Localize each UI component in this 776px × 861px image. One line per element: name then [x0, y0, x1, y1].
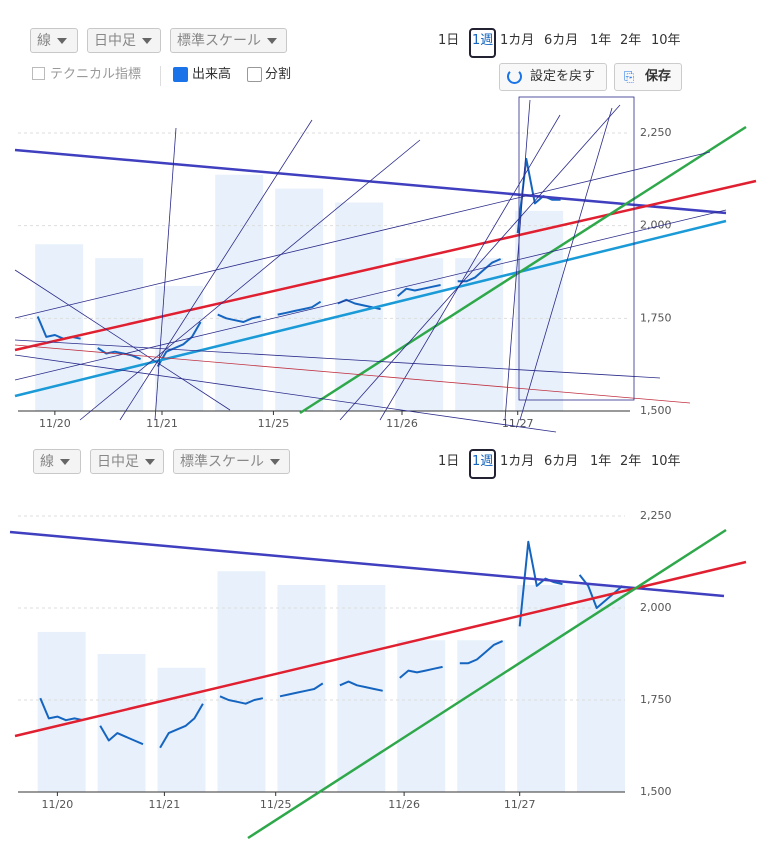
volume-bar	[277, 585, 326, 792]
trend-line	[9, 530, 725, 598]
x-tick-label: 11/21	[146, 417, 178, 430]
period-button[interactable]: 2年	[620, 33, 642, 48]
volume-bar	[395, 258, 444, 411]
trend-line	[14, 151, 711, 319]
period-button[interactable]: 1週	[469, 449, 497, 479]
period-button[interactable]: 1日	[438, 33, 460, 48]
period-button[interactable]: 2年	[620, 454, 642, 469]
y-tick-label: 2,000	[640, 601, 672, 614]
technical-link[interactable]: テクニカル指標	[50, 67, 142, 82]
volume-bar	[455, 258, 504, 411]
x-tick-label: 11/25	[258, 417, 290, 430]
volume-bar	[215, 174, 264, 411]
volume-bar	[577, 585, 625, 792]
volume-bar	[457, 640, 506, 792]
save-button[interactable]: 保存	[614, 63, 682, 91]
x-tick-label: 11/27	[504, 798, 536, 811]
price-line	[39, 540, 624, 749]
price-line	[36, 157, 561, 368]
trend-line	[379, 114, 561, 421]
y-tick-label: 2,250	[640, 126, 672, 139]
trend-line	[519, 107, 613, 421]
trend-line	[14, 179, 757, 352]
period-button[interactable]: 1年	[590, 454, 612, 469]
volume-bar	[275, 188, 324, 411]
checkbox[interactable]	[247, 67, 262, 82]
trend-line	[14, 354, 557, 433]
x-tick-label: 11/25	[260, 798, 292, 811]
trend-line	[154, 127, 177, 421]
volume-bar	[97, 654, 146, 792]
trend-line	[14, 339, 661, 379]
volume-bar	[157, 667, 206, 792]
trend-line	[14, 219, 727, 398]
x-tick-label: 11/27	[502, 417, 534, 430]
trend-line	[14, 560, 747, 738]
period-button[interactable]: 10年	[651, 454, 681, 469]
dropdown[interactable]: 線	[33, 449, 81, 474]
selection-box	[518, 96, 635, 401]
y-tick-label: 1,750	[640, 693, 672, 706]
trend-line	[14, 269, 231, 411]
period-button[interactable]: 1年	[590, 33, 612, 48]
period-button[interactable]: 1カ月	[500, 33, 535, 48]
x-tick-label: 11/21	[149, 798, 181, 811]
checkbox-checked[interactable]	[173, 67, 188, 82]
dropdown[interactable]: 線	[30, 28, 78, 53]
period-button[interactable]: 1カ月	[500, 454, 535, 469]
period-button[interactable]: 6カ月	[544, 33, 579, 48]
trend-line	[247, 528, 727, 840]
trend-line	[504, 99, 531, 421]
dropdown[interactable]: 標準スケール	[173, 449, 290, 474]
add-icon	[32, 67, 45, 80]
volume-label[interactable]: 出来高	[192, 67, 232, 82]
y-tick-label: 1,750	[640, 311, 672, 324]
trend-line	[14, 148, 727, 215]
trend-line	[14, 344, 691, 404]
y-tick-label: 1,500	[640, 404, 672, 417]
volume-bar	[37, 631, 86, 792]
dropdown[interactable]: 標準スケール	[170, 28, 287, 53]
reset-icon	[507, 69, 522, 84]
volume-bar	[515, 210, 564, 411]
volume-bar	[337, 585, 386, 792]
trend-line	[299, 125, 747, 415]
dropdown[interactable]: 日中足	[87, 28, 161, 53]
y-tick-label: 2,250	[640, 509, 672, 522]
period-button[interactable]: 6カ月	[544, 454, 579, 469]
separator	[160, 66, 161, 86]
period-button[interactable]: 1日	[438, 454, 460, 469]
trend-line	[339, 104, 621, 421]
trend-line	[119, 119, 313, 421]
x-tick-label: 11/20	[39, 417, 71, 430]
x-tick-label: 11/26	[386, 417, 418, 430]
y-tick-label: 1,500	[640, 785, 672, 798]
x-tick-label: 11/26	[388, 798, 420, 811]
x-tick-label: 11/20	[42, 798, 74, 811]
volume-bar	[95, 258, 144, 411]
save-icon: ⎘	[624, 70, 635, 85]
split-label[interactable]: 分割	[265, 67, 292, 82]
volume-bar	[517, 585, 566, 792]
period-button[interactable]: 10年	[651, 33, 681, 48]
trend-line	[79, 139, 421, 421]
trend-line	[14, 209, 727, 381]
dropdown[interactable]: 日中足	[90, 449, 164, 474]
period-button[interactable]: 1週	[469, 28, 497, 58]
